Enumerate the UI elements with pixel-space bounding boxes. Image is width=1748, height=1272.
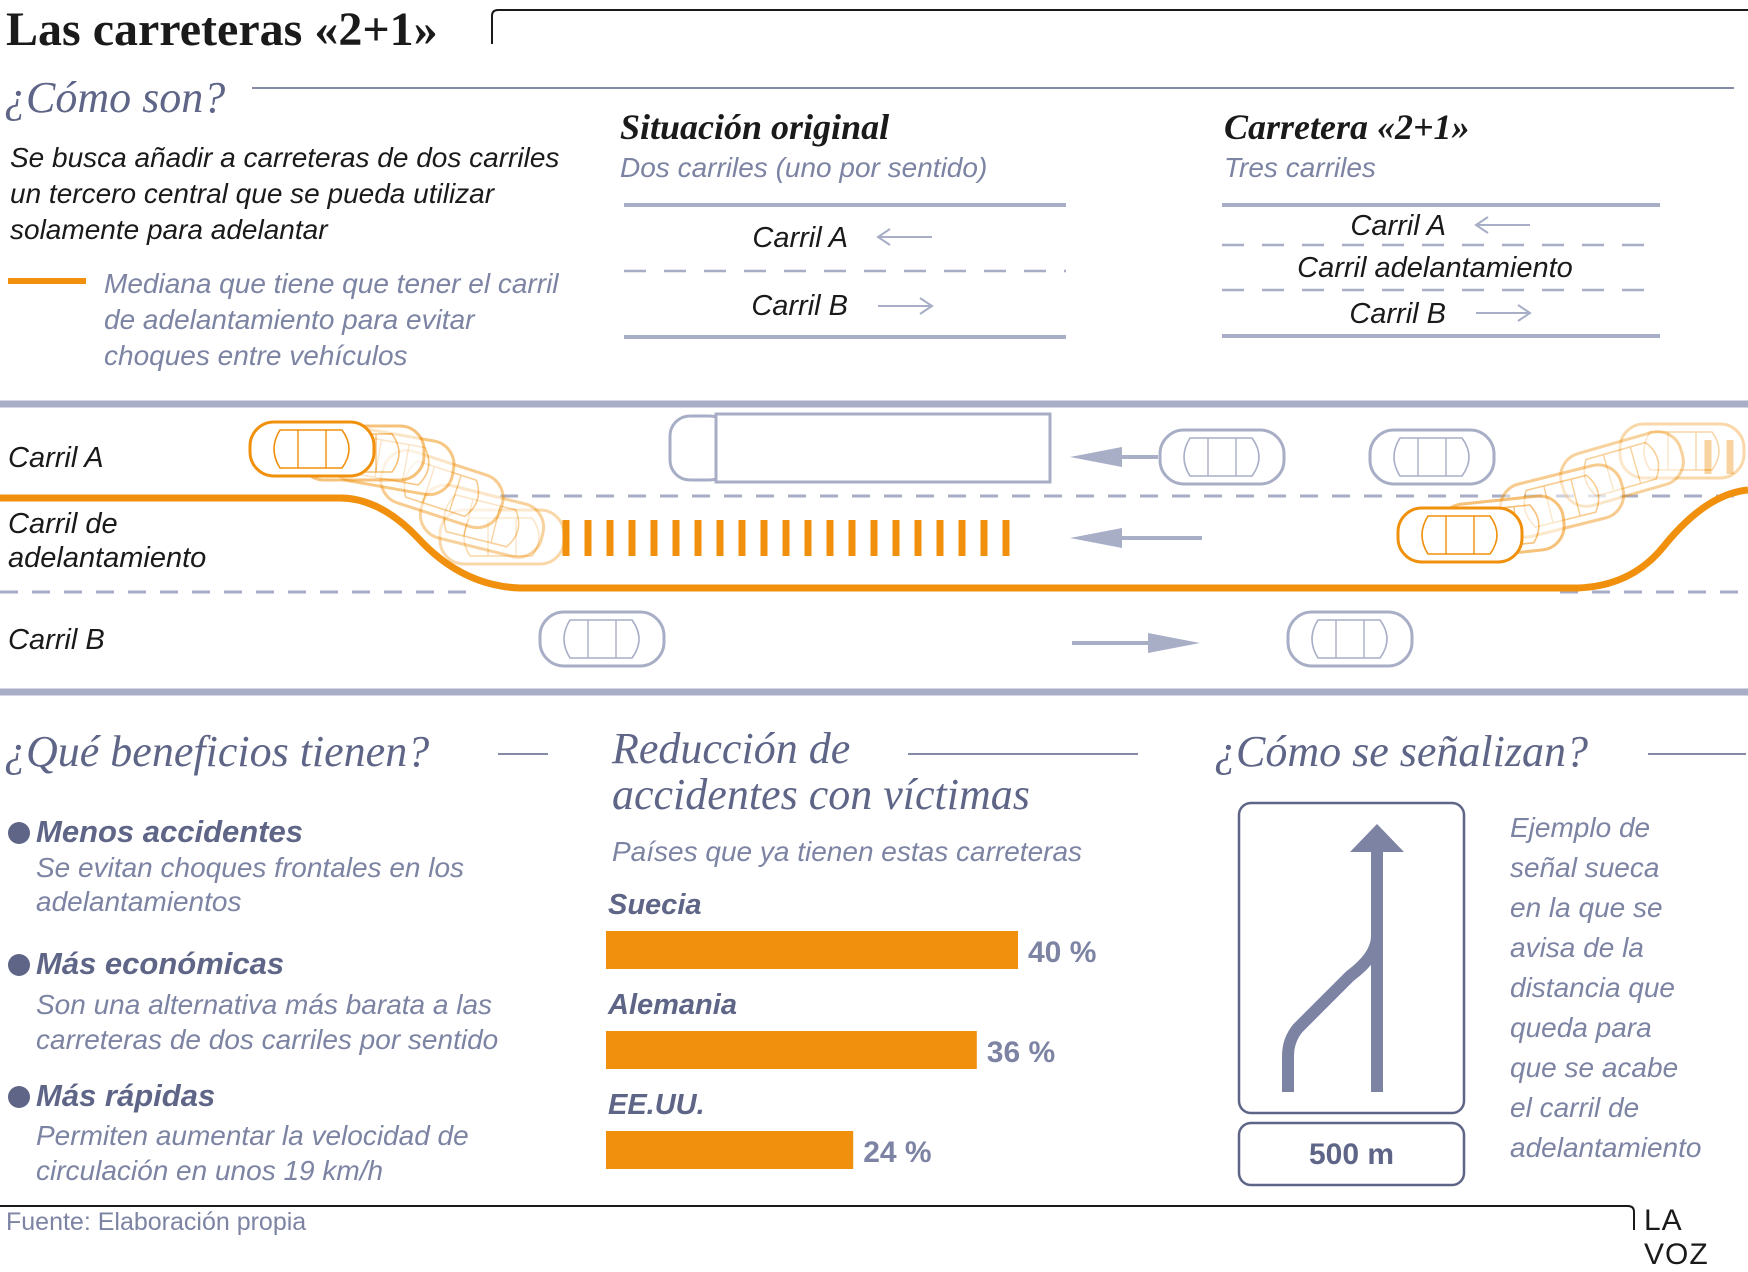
caption-line: el carril de — [1510, 1092, 1640, 1123]
bullet-icon — [8, 954, 30, 976]
road-lane-mid-label-2: adelantamiento — [8, 542, 207, 574]
lane-end-sign — [1237, 801, 1466, 1187]
benefit-3-text: Permiten aumentar la velocidad de circul… — [36, 1120, 469, 1186]
footer-frame — [0, 1205, 1635, 1230]
direction-arrow-left-icon — [1070, 528, 1202, 548]
car-lane-b-2 — [1286, 610, 1414, 668]
median-legend-text: Mediana que tiene que tener el carril de… — [104, 268, 559, 371]
car-lane-a-1 — [1158, 428, 1286, 486]
beneficios-heading: ¿Qué beneficios tienen? — [4, 727, 430, 776]
footer-source: Fuente: Elaboración propia — [6, 1208, 307, 1236]
median-line — [0, 486, 1748, 592]
title-frame — [491, 9, 1748, 44]
road-lane-b-label: Carril B — [8, 624, 105, 656]
caption-line: señal sueca — [1510, 852, 1660, 883]
arrow-head-icon — [1350, 824, 1404, 852]
original-lane-a-label: Carril A — [752, 222, 848, 254]
road-lane-mid-label-1: Carril de — [8, 508, 118, 540]
car-lane-a-2 — [1368, 428, 1496, 486]
como-son-rule — [252, 87, 1734, 89]
arrow-left-icon — [1474, 216, 1530, 234]
benefit-2-text: Son una alternativa más barata a las car… — [36, 989, 499, 1055]
lane-merge-arrow-icon — [1282, 846, 1383, 1092]
bar — [606, 931, 1018, 969]
car-lane-b-1 — [538, 610, 666, 668]
beneficios-rule — [498, 753, 548, 755]
senal-caption: Ejemplo de señal sueca en la que se avis… — [1510, 808, 1701, 1168]
two-plus-one-lanes-diagram — [1222, 203, 1660, 338]
reduccion-rule — [908, 753, 1138, 755]
benefit-3-title: Más rápidas — [36, 1078, 216, 1113]
bar-category-label: EE.UU. — [608, 1089, 705, 1121]
road-illustration — [0, 400, 1748, 696]
overtaking-car-left — [248, 420, 566, 566]
median-legend-swatch — [8, 278, 86, 284]
caption-line: Ejemplo de — [1510, 812, 1651, 843]
original-lanes-diagram — [624, 203, 1066, 339]
caption-line: en la que se — [1510, 892, 1663, 923]
original-subtitle: Dos carriles (uno por sentido) — [620, 152, 988, 183]
bar-value-label: 24 % — [863, 1136, 931, 1169]
senal-heading: ¿Cómo se señalizan? — [1214, 727, 1588, 776]
benefit-1-title: Menos accidentes — [36, 814, 304, 849]
caption-line: que se acabe — [1510, 1052, 1679, 1083]
direction-arrow-left-icon — [1070, 447, 1158, 467]
arrow-right-icon — [1476, 304, 1532, 322]
caption-line: adelantamiento — [1510, 1132, 1702, 1163]
bar — [606, 1031, 977, 1069]
original-title: Situación original — [620, 107, 890, 147]
bar — [606, 1131, 854, 1169]
two-plus-one-lane-a-label: Carril A — [1350, 210, 1446, 242]
road-lane-a-label: Carril A — [8, 442, 104, 474]
como-son-description: Se busca añadir a carreteras de dos carr… — [10, 142, 560, 245]
two-plus-one-subtitle: Tres carriles — [1224, 152, 1376, 183]
senal-rule — [1648, 753, 1746, 755]
bar-value-label: 36 % — [987, 1036, 1055, 1069]
arrow-left-icon — [876, 228, 932, 246]
truck — [668, 412, 1052, 484]
benefit-2-title: Más económicas — [36, 946, 285, 981]
bar-category-label: Alemania — [607, 989, 737, 1021]
two-plus-one-lane-mid-label: Carril adelantamiento — [1297, 252, 1573, 284]
benefit-1-text: Se evitan choques frontales en los adela… — [36, 852, 465, 917]
sign-distance: 500 m — [1308, 1138, 1395, 1171]
bar-category-label: Suecia — [608, 889, 702, 921]
page-title: Las carreteras «2+1» — [6, 3, 438, 56]
reduccion-subtitle: Países que ya tienen estas carreteras — [612, 836, 1083, 867]
reduccion-heading-1: Reducción de — [612, 724, 851, 773]
two-plus-one-lane-b-label: Carril B — [1349, 298, 1446, 330]
arrow-right-icon — [878, 297, 934, 315]
direction-arrow-right-icon — [1072, 633, 1200, 653]
two-plus-one-title: Carretera «2+1» — [1224, 107, 1470, 147]
footer-brand: LA VOZ — [1644, 1204, 1709, 1271]
original-lane-b-label: Carril B — [751, 290, 848, 322]
como-son-heading: ¿Cómo son? — [4, 73, 226, 122]
caption-line: avisa de la — [1510, 932, 1644, 963]
caption-line: queda para — [1510, 1012, 1652, 1043]
reduction-bar-chart: Suecia 40 % Alemania 36 % EE.UU. 24 % — [606, 889, 1096, 1169]
bullet-icon — [8, 1086, 30, 1108]
caption-line: distancia que — [1510, 972, 1676, 1003]
bullet-icon — [8, 822, 30, 844]
bar-value-label: 40 % — [1028, 936, 1096, 969]
reduccion-heading-2: accidentes con víctimas — [612, 770, 1030, 819]
